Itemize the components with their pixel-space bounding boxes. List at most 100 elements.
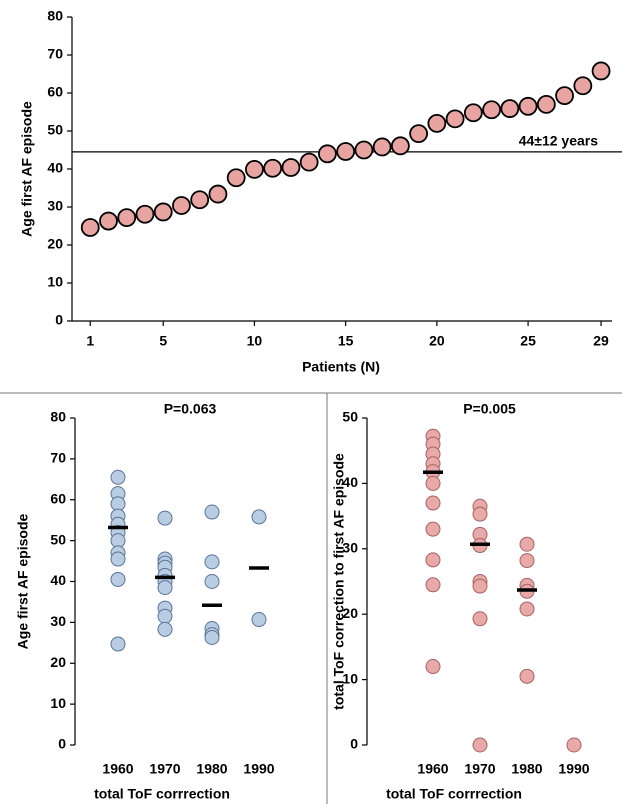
data-point [591,61,611,81]
data-point [555,86,574,106]
data-point [135,204,155,224]
data-point [472,737,488,753]
x-tick-label: 1980 [196,761,227,777]
data-point [157,621,173,637]
data-point [110,551,126,567]
x-tick-label: 1980 [511,761,542,777]
data-point [226,168,246,188]
data-point [204,629,220,645]
data-point [472,506,488,522]
x-axis-label: total ToF corrrection [386,786,522,802]
data-point [281,158,301,177]
data-point [500,99,520,118]
data-point [518,96,538,116]
data-point [245,159,264,179]
x-tick-label: 1 [86,333,94,349]
data-point [519,553,535,569]
data-point [208,184,228,204]
y-axis-label: Age first AF episode [19,101,35,237]
data-point [110,571,126,587]
data-point [472,611,488,627]
data-point [172,196,191,215]
data-point [204,504,220,520]
data-point [190,190,210,210]
data-point [463,103,483,123]
data-point [157,608,173,624]
x-axis-label: total ToF corrrection [94,786,230,802]
data-point [110,469,126,485]
y-axis-label: Age first AF episode [15,513,31,649]
data-point [251,509,267,525]
data-point [425,475,441,491]
y-tick-label: 20 [342,605,358,621]
x-tick-label: 1990 [243,761,274,777]
y-tick-label: 10 [50,695,66,711]
y-tick-label: 70 [47,46,63,62]
y-tick-label: 20 [50,654,66,670]
data-point [566,737,582,753]
y-tick-label: 0 [55,312,63,328]
y-tick-label: 40 [342,474,358,490]
data-point [390,136,410,156]
y-tick-label: 10 [47,274,63,290]
y-tick-label: 10 [342,670,358,686]
data-point [519,668,535,684]
data-point [519,536,535,552]
data-point [110,636,126,652]
data-point [519,601,535,617]
x-tick-label: 1970 [149,761,180,777]
y-tick-label: 20 [47,236,63,252]
data-point [445,109,465,129]
x-tick-label: 10 [247,333,263,349]
y-tick-label: 60 [50,490,66,506]
data-point [354,140,374,160]
data-point [409,124,429,144]
y-tick-label: 30 [342,540,358,556]
x-tick-label: 1960 [102,761,133,777]
data-point [204,574,220,589]
data-point [536,95,556,114]
data-point [336,142,356,161]
data-point [153,202,173,222]
y-tick-label: 30 [47,198,63,214]
x-axis-label: Patients (N) [302,359,380,375]
data-point [318,144,337,164]
data-point [425,495,441,511]
x-tick-label: 1990 [558,761,589,777]
data-point [117,208,137,228]
x-tick-label: 5 [159,333,167,349]
data-point [372,137,392,157]
data-point [425,659,441,675]
x-tick-label: 1970 [464,761,495,777]
chart-title: P=0.005 [463,401,516,417]
y-tick-label: 50 [47,122,63,138]
reference-label: 44±12 years [519,133,599,149]
y-tick-label: 40 [50,572,66,588]
x-tick-label: 1960 [417,761,448,777]
y-tick-label: 80 [50,409,66,425]
y-tick-label: 40 [47,160,63,176]
y-tick-label: 0 [58,736,66,752]
x-tick-label: 29 [593,333,609,349]
y-tick-label: 50 [50,531,66,547]
x-tick-label: 15 [338,333,354,349]
x-tick-label: 25 [520,333,536,349]
data-point [99,211,118,231]
y-tick-label: 50 [342,409,358,425]
data-point [299,152,319,172]
data-point [263,158,283,178]
data-point [425,577,441,593]
data-point [482,100,501,120]
data-point [425,521,441,537]
data-point [472,578,488,594]
data-point [204,554,220,570]
y-axis-label: total ToF correction to first AF episode [331,453,347,710]
y-tick-label: 60 [47,84,63,100]
x-tick-label: 20 [429,333,445,349]
y-tick-label: 80 [47,8,63,24]
data-point [425,552,441,568]
data-point [157,580,173,596]
data-point [80,218,100,237]
data-point [427,114,447,133]
